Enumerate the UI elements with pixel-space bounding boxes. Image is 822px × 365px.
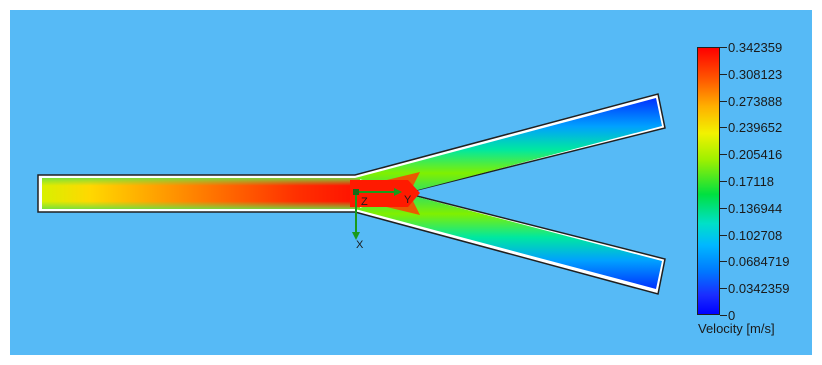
legend-tick-mark xyxy=(720,154,727,155)
legend-tick-label: 0.273888 xyxy=(728,94,783,109)
legend-tick-mark xyxy=(720,315,727,316)
junction-region xyxy=(350,180,420,207)
x-axis-label: Y xyxy=(404,194,412,206)
legend-tick-mark xyxy=(720,288,727,289)
legend-tick-label: 0.0684719 xyxy=(728,254,790,269)
legend-tick-mark xyxy=(720,127,727,128)
legend-tick-label: 0.205416 xyxy=(728,147,783,162)
triad-labels: Y Z X xyxy=(356,194,412,251)
legend-tick-mark xyxy=(720,235,727,236)
legend-tick-mark xyxy=(720,74,727,75)
y-axis-label: X xyxy=(356,239,364,251)
legend-tick-label: 0.17118 xyxy=(728,174,775,189)
legend-title: Velocity [m/s] xyxy=(698,321,775,336)
legend-tick-mark xyxy=(720,208,727,209)
legend-tick-mark xyxy=(720,181,727,182)
flow-plot: Y Z X xyxy=(37,93,666,295)
legend-tick-mark xyxy=(720,101,727,102)
z-axis-label: Z xyxy=(361,196,368,208)
legend-tick-label: 0.239652 xyxy=(728,120,783,135)
legend-tick-label: 0 xyxy=(728,308,736,323)
legend-tick-label: 0.342359 xyxy=(728,40,783,55)
inlet-pipe xyxy=(42,178,360,209)
legend-colorbar xyxy=(697,47,720,315)
legend-tick-mark xyxy=(720,47,727,48)
simulation-viewport[interactable]: Y Z X 0.342359 0.308123 0.273888 0.239652 0.… xyxy=(10,10,812,355)
coordinate-triad xyxy=(352,188,402,240)
legend-tick-mark xyxy=(720,261,727,262)
legend-tick-label: 0.308123 xyxy=(728,67,783,82)
legend-tick-label: 0.0342359 xyxy=(728,281,790,296)
lower-branch xyxy=(355,195,662,289)
upper-branch xyxy=(355,98,662,192)
legend-tick-label: 0.136944 xyxy=(728,201,783,216)
legend-tick-label: 0.102708 xyxy=(728,228,783,243)
